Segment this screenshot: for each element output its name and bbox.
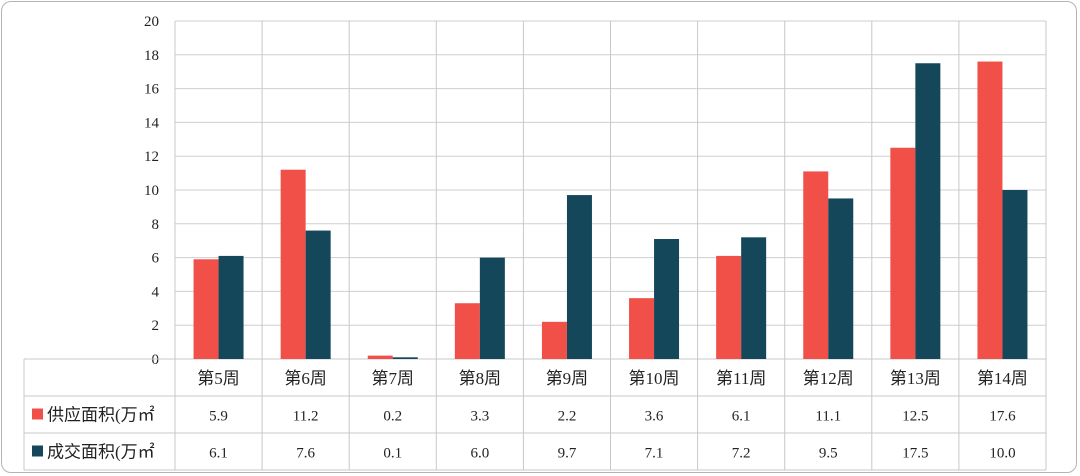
category-label: 第7周 (372, 369, 415, 388)
data-value: 7.2 (732, 446, 751, 462)
data-value: 6.1 (732, 409, 751, 425)
bar-deal (915, 63, 941, 359)
bar-supply (890, 147, 916, 359)
bar-deal (828, 198, 854, 359)
category-label: 第6周 (284, 369, 327, 388)
data-value: 9.7 (558, 446, 577, 462)
data-value: 0.1 (383, 446, 402, 462)
category-label: 第5周 (197, 369, 240, 388)
bar-deal (1002, 190, 1028, 359)
bar-supply (629, 298, 655, 359)
data-value: 3.3 (470, 409, 489, 425)
legend-label: 供应面积(万㎡ (47, 406, 155, 425)
data-value: 17.5 (902, 446, 928, 462)
data-value: 0.2 (383, 409, 402, 425)
data-value: 17.6 (989, 409, 1016, 425)
bar-deal (741, 237, 767, 359)
bar-deal (305, 230, 331, 359)
y-tick-label: 12 (144, 149, 159, 165)
data-value: 6.0 (470, 446, 489, 462)
category-label: 第10周 (629, 369, 680, 388)
data-value: 6.1 (209, 446, 228, 462)
bar-supply (367, 355, 393, 359)
y-tick-label: 10 (144, 183, 159, 199)
y-tick-label: 2 (152, 318, 160, 334)
category-label: 第8周 (459, 369, 502, 388)
y-tick-label: 0 (152, 352, 160, 368)
bar-supply (193, 259, 219, 359)
data-value: 11.2 (293, 409, 319, 425)
category-label: 第9周 (546, 369, 589, 388)
data-value: 11.1 (815, 409, 841, 425)
y-tick-label: 20 (144, 14, 159, 30)
data-value: 10.0 (989, 446, 1015, 462)
data-value: 5.9 (209, 409, 228, 425)
y-tick-label: 18 (144, 48, 159, 64)
bar-deal (218, 255, 244, 359)
bar-supply (454, 303, 480, 359)
category-label: 第13周 (890, 369, 941, 388)
data-value: 2.2 (558, 409, 577, 425)
data-value: 9.5 (819, 446, 838, 462)
bar-supply (280, 169, 306, 359)
legend-swatch (32, 445, 43, 457)
bar-deal (566, 195, 592, 359)
y-tick-label: 14 (144, 115, 160, 131)
data-value: 3.6 (645, 409, 664, 425)
data-value: 7.1 (645, 446, 664, 462)
data-value: 12.5 (902, 409, 928, 425)
bar-deal (392, 357, 418, 359)
y-tick-label: 4 (152, 284, 160, 300)
y-tick-label: 8 (152, 217, 160, 233)
category-label: 第12周 (803, 369, 854, 388)
y-tick-label: 16 (144, 82, 160, 98)
data-value: 7.6 (296, 446, 315, 462)
legend-swatch (32, 408, 43, 420)
bar-supply (541, 321, 567, 359)
bar-supply (716, 255, 742, 359)
legend-label: 成交面积(万㎡ (47, 443, 155, 462)
category-label: 第14周 (977, 369, 1028, 388)
y-tick-label: 6 (152, 251, 160, 267)
bar-supply (977, 61, 1003, 360)
bar-supply (803, 171, 829, 359)
bar-deal (654, 239, 680, 359)
bar-deal (479, 257, 505, 359)
category-label: 第11周 (716, 369, 766, 388)
